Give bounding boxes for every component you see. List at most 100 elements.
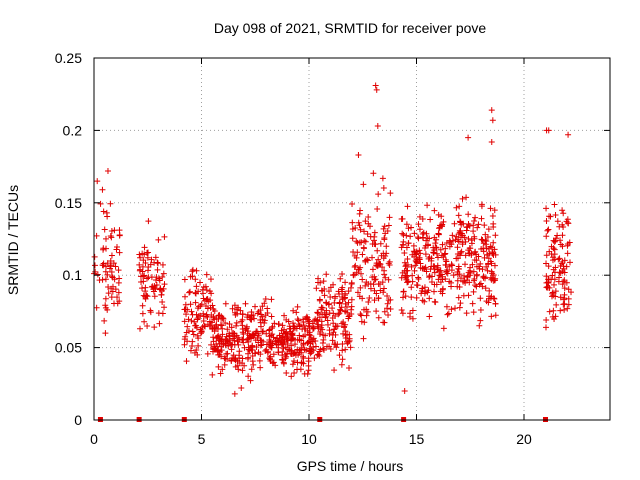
data-point bbox=[415, 235, 422, 242]
data-point bbox=[186, 289, 193, 296]
data-point bbox=[184, 338, 191, 345]
data-point bbox=[491, 246, 498, 253]
data-point bbox=[374, 247, 381, 254]
data-point bbox=[218, 322, 225, 329]
data-point bbox=[193, 283, 200, 290]
data-point bbox=[144, 267, 151, 274]
x-tick-label: 0 bbox=[90, 431, 98, 447]
data-point bbox=[485, 246, 492, 253]
data-point bbox=[475, 263, 482, 270]
y-axis-label: SRMTID / TECUs bbox=[5, 185, 21, 295]
data-point bbox=[148, 256, 155, 263]
y-tick-label: 0.05 bbox=[55, 340, 82, 356]
data-point bbox=[360, 244, 367, 251]
data-point bbox=[144, 293, 151, 300]
data-point bbox=[154, 259, 161, 266]
data-point bbox=[424, 202, 431, 209]
data-point bbox=[247, 344, 254, 351]
data-point bbox=[405, 240, 412, 247]
data-point bbox=[161, 233, 168, 240]
data-point bbox=[440, 254, 447, 261]
data-point bbox=[421, 244, 428, 251]
data-point bbox=[411, 248, 418, 255]
data-point bbox=[564, 250, 571, 257]
data-point bbox=[556, 223, 563, 230]
data-point bbox=[371, 276, 378, 283]
chart-title: Day 098 of 2021, SRMTID for receiver pov… bbox=[214, 20, 487, 36]
data-point bbox=[215, 363, 222, 370]
data-point bbox=[203, 271, 210, 278]
data-point bbox=[367, 285, 374, 292]
data-point bbox=[399, 310, 406, 317]
data-point bbox=[411, 267, 418, 274]
data-point bbox=[369, 254, 376, 261]
data-point bbox=[188, 308, 195, 315]
data-point bbox=[545, 226, 552, 233]
data-point bbox=[300, 353, 307, 360]
data-point bbox=[141, 272, 148, 279]
data-point bbox=[381, 319, 388, 326]
data-point bbox=[290, 357, 297, 364]
data-point bbox=[192, 289, 199, 296]
data-point bbox=[261, 319, 268, 326]
data-point bbox=[332, 323, 339, 330]
x-tick-label: 5 bbox=[198, 431, 206, 447]
data-point bbox=[301, 325, 308, 332]
data-point bbox=[461, 272, 468, 279]
data-point bbox=[342, 332, 349, 339]
data-point bbox=[408, 224, 415, 231]
data-point bbox=[375, 262, 382, 269]
data-point bbox=[304, 340, 311, 347]
data-point bbox=[380, 225, 387, 232]
data-point bbox=[357, 264, 364, 271]
data-point bbox=[338, 286, 345, 293]
data-point bbox=[187, 347, 194, 354]
data-point bbox=[352, 262, 359, 269]
data-point bbox=[419, 285, 426, 292]
data-point bbox=[235, 366, 242, 373]
data-point bbox=[434, 264, 441, 271]
data-point bbox=[304, 370, 311, 377]
data-point bbox=[553, 301, 560, 308]
data-point bbox=[348, 296, 355, 303]
data-point bbox=[440, 325, 447, 332]
data-point bbox=[305, 367, 312, 374]
data-point bbox=[470, 222, 477, 229]
data-point bbox=[239, 316, 246, 323]
data-point bbox=[365, 214, 372, 221]
data-point bbox=[312, 343, 319, 350]
data-point bbox=[309, 320, 316, 327]
data-point bbox=[318, 324, 325, 331]
data-point bbox=[565, 131, 572, 138]
data-point bbox=[219, 331, 226, 338]
data-point bbox=[108, 234, 115, 241]
data-point bbox=[402, 263, 409, 270]
data-point bbox=[224, 326, 231, 333]
data-point bbox=[546, 308, 553, 315]
data-point bbox=[438, 213, 445, 220]
data-point bbox=[545, 263, 552, 270]
data-point bbox=[543, 260, 550, 267]
data-point bbox=[560, 265, 567, 272]
data-point bbox=[159, 274, 166, 281]
data-point bbox=[360, 335, 367, 342]
data-point bbox=[139, 263, 146, 270]
data-point bbox=[339, 341, 346, 348]
y-tick-label: 0 bbox=[74, 412, 82, 428]
data-point bbox=[283, 335, 290, 342]
data-point bbox=[427, 266, 434, 273]
data-point bbox=[409, 307, 416, 314]
data-point bbox=[228, 324, 235, 331]
data-point bbox=[485, 261, 492, 268]
data-point bbox=[194, 332, 201, 339]
data-point bbox=[336, 310, 343, 317]
data-point bbox=[185, 316, 192, 323]
data-point bbox=[380, 289, 387, 296]
data-point bbox=[551, 246, 558, 253]
data-point bbox=[478, 236, 485, 243]
data-point bbox=[268, 342, 275, 349]
data-point bbox=[370, 237, 377, 244]
data-point bbox=[465, 269, 472, 276]
data-point bbox=[139, 302, 146, 309]
data-point bbox=[552, 313, 559, 320]
